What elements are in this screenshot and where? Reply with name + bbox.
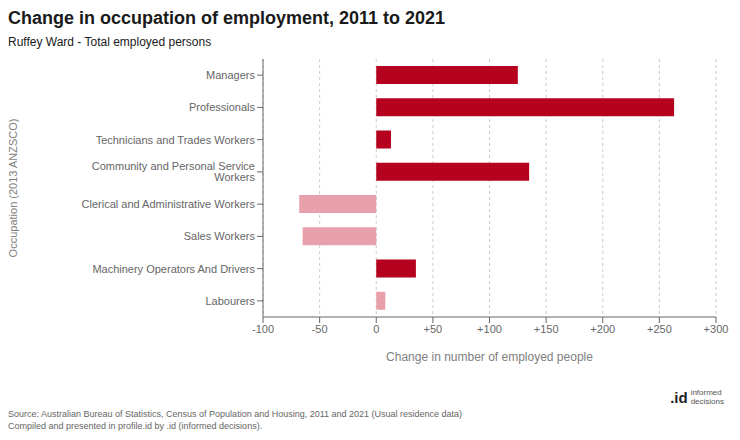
svg-text:+100: +100 xyxy=(477,323,502,335)
svg-text:Machinery Operators And Driver: Machinery Operators And Drivers xyxy=(92,263,255,275)
svg-text:Technicians and Trades Workers: Technicians and Trades Workers xyxy=(96,134,256,146)
html-text:decisions: decisions xyxy=(690,397,724,406)
html-text:Compiled and presented in prof: Compiled and presented in profile.id by … xyxy=(8,421,263,431)
svg-text:-50: -50 xyxy=(312,323,328,335)
svg-text:Change in number of employed p: Change in number of employed people xyxy=(386,350,593,364)
svg-text:+50: +50 xyxy=(424,323,443,335)
svg-text:-100: -100 xyxy=(252,323,274,335)
svg-text:Labourers: Labourers xyxy=(205,295,255,307)
svg-text:Community and Personal Service: Community and Personal ServiceWorkers xyxy=(92,160,256,183)
html-text:Ruffey Ward - Total employed p: Ruffey Ward - Total employed persons xyxy=(8,35,212,49)
svg-text:+300: +300 xyxy=(704,323,729,335)
svg-text:+250: +250 xyxy=(647,323,672,335)
svg-text:Managers: Managers xyxy=(206,69,255,81)
svg-text:Sales Workers: Sales Workers xyxy=(184,230,256,242)
html-text:.idinformed: .idinformed xyxy=(670,388,722,406)
svg-text:+200: +200 xyxy=(590,323,615,335)
svg-text:Clerical and Administrative Wo: Clerical and Administrative Workers xyxy=(82,198,256,210)
svg-text:Professionals: Professionals xyxy=(189,101,256,113)
svg-text:Occupation (2013 ANZSCO): Occupation (2013 ANZSCO) xyxy=(7,119,19,258)
svg-text:0: 0 xyxy=(373,323,379,335)
html-text:Change in occupation of employ: Change in occupation of employment, 2011… xyxy=(8,8,446,28)
html-text:Source: Australian Bureau of S: Source: Australian Bureau of Statistics,… xyxy=(8,409,463,419)
svg-text:+150: +150 xyxy=(534,323,559,335)
